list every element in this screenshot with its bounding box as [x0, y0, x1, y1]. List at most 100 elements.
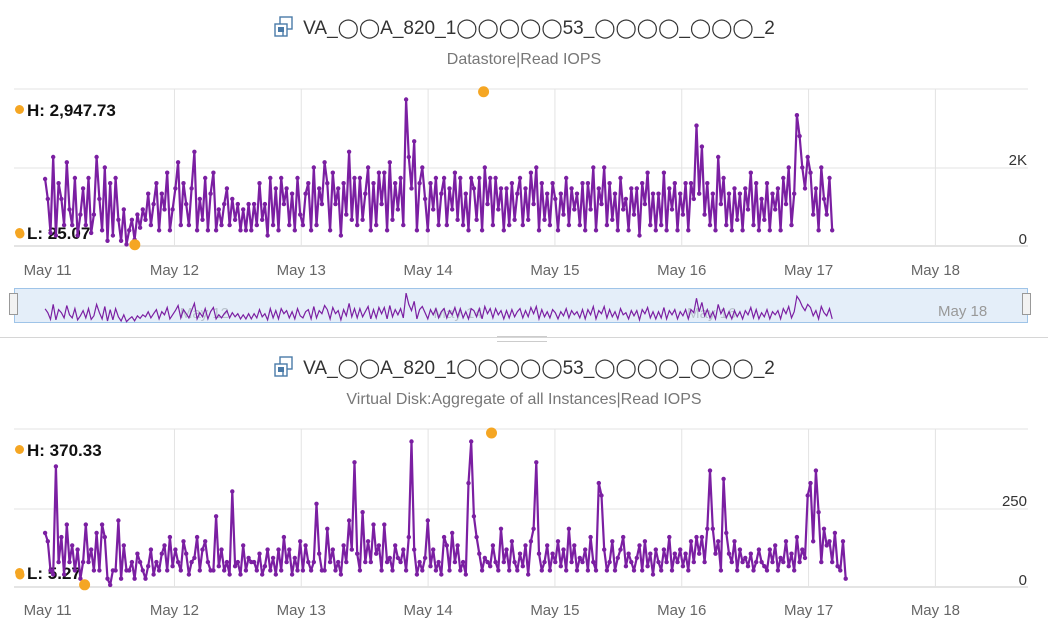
data-point [512, 559, 517, 565]
data-point [450, 530, 455, 536]
navigator-handle-right[interactable] [1022, 293, 1031, 315]
data-point [222, 201, 227, 207]
data-point [325, 526, 330, 531]
data-point [585, 568, 591, 573]
data-point [56, 181, 61, 186]
data-point [412, 139, 417, 144]
data-point [376, 170, 382, 175]
data-point [132, 576, 137, 581]
data-point [553, 559, 558, 565]
data-point [786, 564, 791, 569]
data-point [428, 181, 433, 186]
data-point [642, 539, 648, 544]
data-point [398, 559, 403, 565]
data-point [713, 228, 718, 233]
data-point [699, 534, 705, 540]
data-point [496, 568, 501, 573]
data-point [127, 568, 132, 573]
data-point [336, 186, 341, 191]
data-point [251, 201, 257, 207]
data-point [805, 493, 810, 498]
data-point [648, 551, 653, 556]
data-point [550, 551, 555, 556]
data-point [360, 510, 365, 515]
data-point [607, 181, 612, 186]
data-point [308, 228, 314, 233]
data-point [409, 186, 414, 191]
data-point [211, 170, 216, 175]
data-point [219, 547, 224, 552]
data-point [773, 543, 778, 548]
data-point [697, 551, 702, 556]
data-point [713, 551, 718, 556]
data-point [243, 228, 249, 233]
data-point [319, 568, 325, 573]
data-point [827, 539, 832, 544]
data-point [306, 559, 311, 565]
data-point [838, 568, 843, 573]
data-point [371, 181, 376, 186]
data-point [561, 212, 566, 217]
data-point [792, 191, 797, 196]
data-point [599, 493, 604, 498]
data-point [482, 165, 487, 170]
data-point [661, 170, 667, 175]
data-point [542, 559, 547, 565]
data-point [393, 181, 398, 186]
data-point [80, 559, 86, 565]
data-point [379, 201, 384, 207]
low-value-label: L: 5.27 [15, 564, 81, 584]
data-point [724, 530, 729, 536]
line-chart-datastore-read-iops[interactable]: May 11 May 12 May 13 May 14 May 15 May 16 May … [0, 0, 1048, 337]
data-point [686, 568, 691, 573]
resize-grip[interactable] [497, 336, 547, 342]
data-point [409, 439, 414, 444]
data-point [580, 181, 585, 186]
data-point [536, 551, 542, 556]
data-point [178, 222, 183, 228]
y-tick-label: 2K [1009, 152, 1027, 169]
data-point [599, 201, 604, 207]
data-point [523, 186, 528, 191]
data-point [124, 242, 129, 247]
data-point [224, 559, 230, 565]
data-point [151, 201, 156, 207]
virtual-machine-icon [273, 16, 295, 38]
data-point [493, 175, 498, 181]
data-point [379, 568, 384, 573]
data-point [664, 559, 669, 565]
data-point [300, 222, 306, 228]
navigator[interactable] [14, 288, 1028, 323]
data-point [116, 217, 121, 222]
data-point [439, 191, 444, 196]
data-point [797, 559, 802, 565]
x-tick-label: May 15 [530, 262, 579, 279]
data-point [265, 233, 270, 238]
data-point [135, 212, 140, 217]
data-point [748, 170, 753, 175]
data-point [496, 207, 501, 212]
navigator-date-label: May 18 [938, 303, 988, 320]
data-point [184, 201, 189, 207]
data-point [374, 222, 379, 228]
data-point [463, 572, 468, 577]
data-point [463, 191, 468, 196]
data-point [262, 201, 268, 207]
data-point [797, 133, 802, 139]
metric-name: Virtual Disk:Aggregate of all Instances|… [346, 391, 702, 408]
data-point [281, 201, 287, 207]
data-point [279, 175, 284, 181]
data-point [564, 175, 569, 181]
data-point [317, 551, 322, 556]
data-point [515, 191, 520, 196]
data-point [273, 186, 278, 191]
data-point [295, 175, 300, 181]
navigator-handle-left[interactable] [9, 293, 18, 315]
data-point [729, 228, 734, 233]
data-point [238, 572, 243, 577]
data-point [230, 489, 235, 494]
data-point [509, 539, 515, 544]
data-point [669, 207, 675, 212]
data-point [805, 154, 810, 160]
data-point [512, 217, 517, 222]
